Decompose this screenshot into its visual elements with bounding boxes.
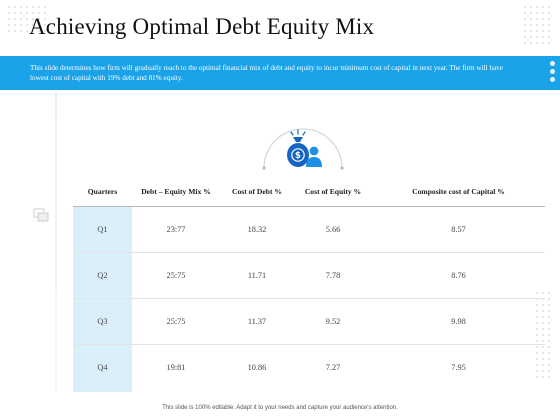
table-cell: 7.95 <box>451 362 466 372</box>
slide-thumbnail-icon <box>33 208 49 222</box>
table-cell: 11.71 <box>247 270 267 280</box>
table-cell: 7.27 <box>325 362 341 372</box>
table-row: Q1 23:77 18.32 5.66 8.57 <box>73 206 545 253</box>
table-cell: 23:77 <box>166 224 186 234</box>
table-header: Quarters Debt – Equity Mix % Cost of Deb… <box>73 176 545 207</box>
table-cell: 9.52 <box>325 316 341 326</box>
quarter-cell: Q1 <box>97 224 108 234</box>
table-cell: 18.32 <box>247 224 267 234</box>
decorative-dots <box>6 4 50 34</box>
table-cell: 10.86 <box>247 362 267 372</box>
column-header: Composite cost of Capital % <box>412 186 505 196</box>
decorative-dots <box>534 290 554 380</box>
table-cell: 25:75 <box>166 316 186 326</box>
more-options-icon[interactable] <box>550 61 556 85</box>
table-cell: 7.78 <box>325 270 341 280</box>
money-bag-person-icon: $ <box>262 128 344 170</box>
table-cell: 8.57 <box>451 224 466 234</box>
table-row: Q4 19:81 10.86 7.27 7.95 <box>73 344 545 390</box>
banner-description: This slide determines how firm will grad… <box>30 64 503 82</box>
table-cell: 9.98 <box>451 316 466 326</box>
table-row: Q3 25:75 11.37 9.52 9.98 <box>73 298 545 345</box>
column-header: Cost of Debt % <box>232 186 282 196</box>
table-row: Q2 25:75 11.71 7.78 8.76 <box>73 252 545 299</box>
table-cell: 8.76 <box>451 270 466 280</box>
table-cell: 19:81 <box>166 362 186 372</box>
quarter-column-highlight <box>73 206 132 392</box>
slide-title: Achieving Optimal Debt Equity Mix <box>29 14 375 39</box>
description-banner <box>0 56 560 90</box>
quarter-cell: Q2 <box>97 270 108 280</box>
table-cell: 25:75 <box>166 270 186 280</box>
table-cell: 5.66 <box>325 224 341 234</box>
column-header: Cost of Equity % <box>304 186 362 196</box>
quarter-cell: Q3 <box>97 316 108 326</box>
footer-note: This slide is 100% editable. Adapt it to… <box>162 405 398 411</box>
quarter-cell: Q4 <box>97 362 108 372</box>
decorative-vertical-line <box>55 92 57 392</box>
column-header: Debt – Equity Mix % <box>141 186 211 196</box>
column-header: Quarters <box>87 186 118 196</box>
table-cell: 11.37 <box>247 316 267 326</box>
decorative-dots <box>522 4 552 44</box>
svg-text:$: $ <box>295 151 301 161</box>
debt-equity-table: Quarters Debt – Equity Mix % Cost of Deb… <box>73 176 545 392</box>
